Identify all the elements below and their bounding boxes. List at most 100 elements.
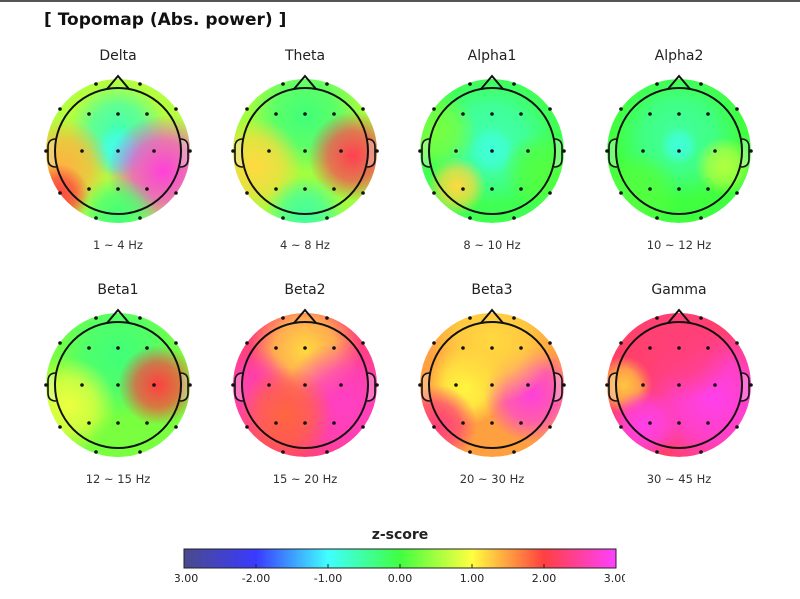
colorbar-tick-label: 2.00 xyxy=(532,572,557,585)
electrode-dot xyxy=(174,425,178,429)
right-ear xyxy=(366,138,376,168)
electrode-dot xyxy=(267,149,271,153)
electrode-dot xyxy=(548,107,552,111)
electrode-dot xyxy=(468,216,472,220)
electrode-dot xyxy=(281,82,285,86)
electrode-dot xyxy=(749,383,753,387)
electrode-dot xyxy=(87,346,91,350)
electrode-dot xyxy=(44,383,48,387)
field-region xyxy=(86,413,150,457)
electrode-dot xyxy=(490,346,494,350)
topomap-plot xyxy=(418,308,566,457)
electrode-dot xyxy=(58,107,62,111)
nose-outline xyxy=(106,74,130,90)
electrode-dot xyxy=(526,149,530,153)
topomap-plot xyxy=(418,74,566,223)
electrode-dot xyxy=(749,149,753,153)
electrode-dot xyxy=(677,187,681,191)
frequency-range: 20 ~ 30 Hz xyxy=(459,472,525,486)
nose-outline xyxy=(106,308,130,324)
colorbar: -3.00 -2.00 -1.00 0.00 1.00 2.00 3.00 xyxy=(175,548,625,585)
topomap-plot xyxy=(44,74,192,223)
electrode-dot xyxy=(325,316,329,320)
electrode-dot xyxy=(44,149,48,153)
electrode-dot xyxy=(519,421,523,425)
frequency-range: 4 ~ 8 Hz xyxy=(280,238,330,252)
electrode-dot xyxy=(706,112,710,116)
electrode-dot xyxy=(706,346,710,350)
electrode-dot xyxy=(116,383,120,387)
electrode-dot xyxy=(454,149,458,153)
topomap-beta2: Beta2 15 ~ 20 Hz xyxy=(215,282,395,486)
nose-outline xyxy=(480,308,504,324)
electrode-dot xyxy=(325,450,329,454)
topomap-delta: Delta 1 ~ 4 Hz xyxy=(28,48,208,252)
nose-outline xyxy=(667,308,691,324)
electrode-dot xyxy=(274,187,278,191)
field-region xyxy=(659,126,699,166)
electrode-dot xyxy=(490,112,494,116)
electrode-dot xyxy=(713,383,717,387)
electrode-dot xyxy=(461,421,465,425)
electrode-dot xyxy=(619,191,623,195)
topomap-plot xyxy=(231,74,379,223)
head-outline xyxy=(54,321,182,449)
electrode-dot xyxy=(375,383,379,387)
electrode-dot xyxy=(418,383,422,387)
electrode-dot xyxy=(332,421,336,425)
colorbar-tick-label: -2.00 xyxy=(242,572,270,585)
electrode-dot xyxy=(655,316,659,320)
colorbar-tick-label: 3.00 xyxy=(604,572,625,585)
electrode-dot xyxy=(735,341,739,345)
electrode-dot xyxy=(706,187,710,191)
electrode-dot xyxy=(303,421,307,425)
electrode-dot xyxy=(361,191,365,195)
electrode-dot xyxy=(619,425,623,429)
electrode-dot xyxy=(735,107,739,111)
electrode-dot xyxy=(94,216,98,220)
colorbar-tick-label: -3.00 xyxy=(175,572,198,585)
left-ear xyxy=(421,372,431,402)
electrode-dot xyxy=(138,316,142,320)
electrode-dot xyxy=(735,425,739,429)
left-ear xyxy=(234,138,244,168)
electrode-dot xyxy=(281,316,285,320)
electrode-dot xyxy=(281,216,285,220)
electrode-dot xyxy=(655,450,659,454)
electrode-dot xyxy=(562,149,566,153)
electrode-dot xyxy=(325,82,329,86)
topomap-beta1: Beta1 12 ~ 15 Hz xyxy=(28,282,208,486)
electrode-dot xyxy=(706,421,710,425)
head-outline xyxy=(615,321,743,449)
electrode-dot xyxy=(174,107,178,111)
electrode-dot xyxy=(303,383,307,387)
electrode-dot xyxy=(303,149,307,153)
electrode-dot xyxy=(468,450,472,454)
topomap-plot xyxy=(44,308,192,457)
band-title: Alpha1 xyxy=(467,48,517,64)
electrode-dot xyxy=(87,112,91,116)
field-region xyxy=(265,176,345,223)
electrode-dot xyxy=(138,450,142,454)
colorbar-tick-label: 0.00 xyxy=(388,572,413,585)
left-ear xyxy=(234,372,244,402)
head-outline xyxy=(428,87,556,215)
electrode-dot xyxy=(339,149,343,153)
electrode-dot xyxy=(468,82,472,86)
field-region xyxy=(695,137,751,195)
electrode-dot xyxy=(80,149,84,153)
electrode-dot xyxy=(116,346,120,350)
electrode-dot xyxy=(605,383,609,387)
electrode-dot xyxy=(188,383,192,387)
left-ear xyxy=(608,138,618,168)
topomap-plot xyxy=(231,308,379,457)
nose-outline xyxy=(293,308,317,324)
colorbar-tick-label: 1.00 xyxy=(460,572,485,585)
electrode-dot xyxy=(245,107,249,111)
left-ear xyxy=(421,138,431,168)
electrode-dot xyxy=(548,341,552,345)
electrode-dot xyxy=(619,341,623,345)
page-title: [ Topomap (Abs. power) ] xyxy=(44,10,287,30)
electrode-dot xyxy=(361,107,365,111)
electrode-dot xyxy=(677,112,681,116)
